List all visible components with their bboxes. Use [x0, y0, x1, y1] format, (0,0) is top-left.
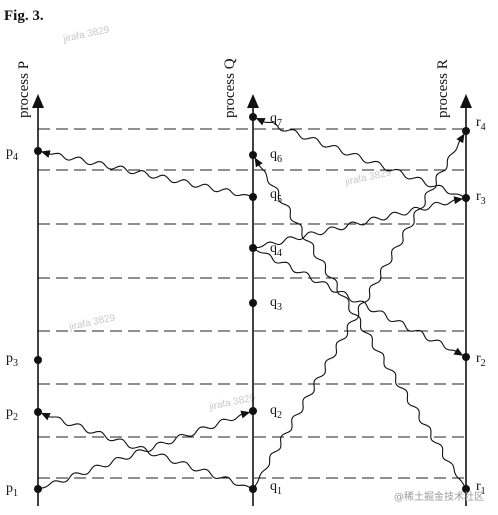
event-dot-p3	[34, 356, 42, 364]
event-label-r2: r2	[476, 351, 486, 369]
process-q-arrow	[247, 94, 259, 108]
message-q1-to-p2	[40, 412, 254, 490]
corner-mark: @稀土掘金技术社区	[394, 490, 484, 503]
event-label-r4: r4	[476, 115, 486, 133]
event-dot-r2	[462, 353, 470, 361]
event-dot-q7	[249, 113, 257, 121]
event-label-p1: p1	[6, 481, 18, 499]
event-label-q7: q7	[270, 111, 282, 129]
event-label-q1: q1	[270, 479, 282, 497]
watermark: jirafa 3829	[67, 312, 116, 333]
event-label-p2: p2	[6, 405, 18, 423]
event-dot-p2	[34, 408, 42, 416]
event-label-q4: q4	[270, 241, 282, 259]
event-label-q5: q5	[270, 187, 282, 205]
event-dot-p1	[34, 485, 42, 493]
message-r1-to-q6	[254, 157, 467, 490]
event-label-q6: q6	[270, 147, 282, 165]
event-dot-r4	[462, 127, 470, 135]
event-dot-q2	[249, 407, 257, 415]
event-dot-q4	[249, 244, 257, 252]
message-q4-to-r2	[252, 247, 464, 356]
event-dot-r1	[462, 485, 470, 493]
process-q-label: process Q	[222, 58, 238, 118]
process-p-arrow	[32, 94, 44, 108]
event-points	[34, 113, 470, 493]
message-p1-to-q2	[37, 410, 251, 490]
figure-title: Fig. 3.	[4, 8, 44, 24]
event-dot-r3	[462, 194, 470, 202]
message-q4-to-r3	[252, 196, 464, 249]
message-q1-to-r4	[252, 133, 465, 490]
event-dot-p4	[34, 147, 42, 155]
message-r3-to-q7	[255, 117, 467, 199]
message-lines	[37, 117, 467, 490]
process-r-arrow	[460, 94, 472, 108]
message-q5-to-p4	[40, 150, 254, 198]
event-label-q3: q3	[270, 295, 282, 313]
event-dot-q6	[249, 151, 257, 159]
event-dot-q5	[249, 193, 257, 201]
event-label-r3: r3	[476, 189, 486, 207]
event-label-r1: r1	[476, 479, 486, 497]
event-labels: p1 p2 p3 p4 q1 q2 q3 q4 q5 q6 q7 r1 r2 r…	[6, 111, 486, 499]
process-r-label: process R	[435, 59, 451, 118]
process-p-label: process P	[16, 61, 32, 118]
watermark: jirafa 3829	[61, 24, 110, 45]
event-label-p4: p4	[6, 145, 18, 163]
event-label-p3: p3	[6, 351, 18, 369]
event-dot-q1	[249, 485, 257, 493]
event-label-q2: q2	[270, 403, 282, 421]
event-dot-q3	[249, 299, 257, 307]
